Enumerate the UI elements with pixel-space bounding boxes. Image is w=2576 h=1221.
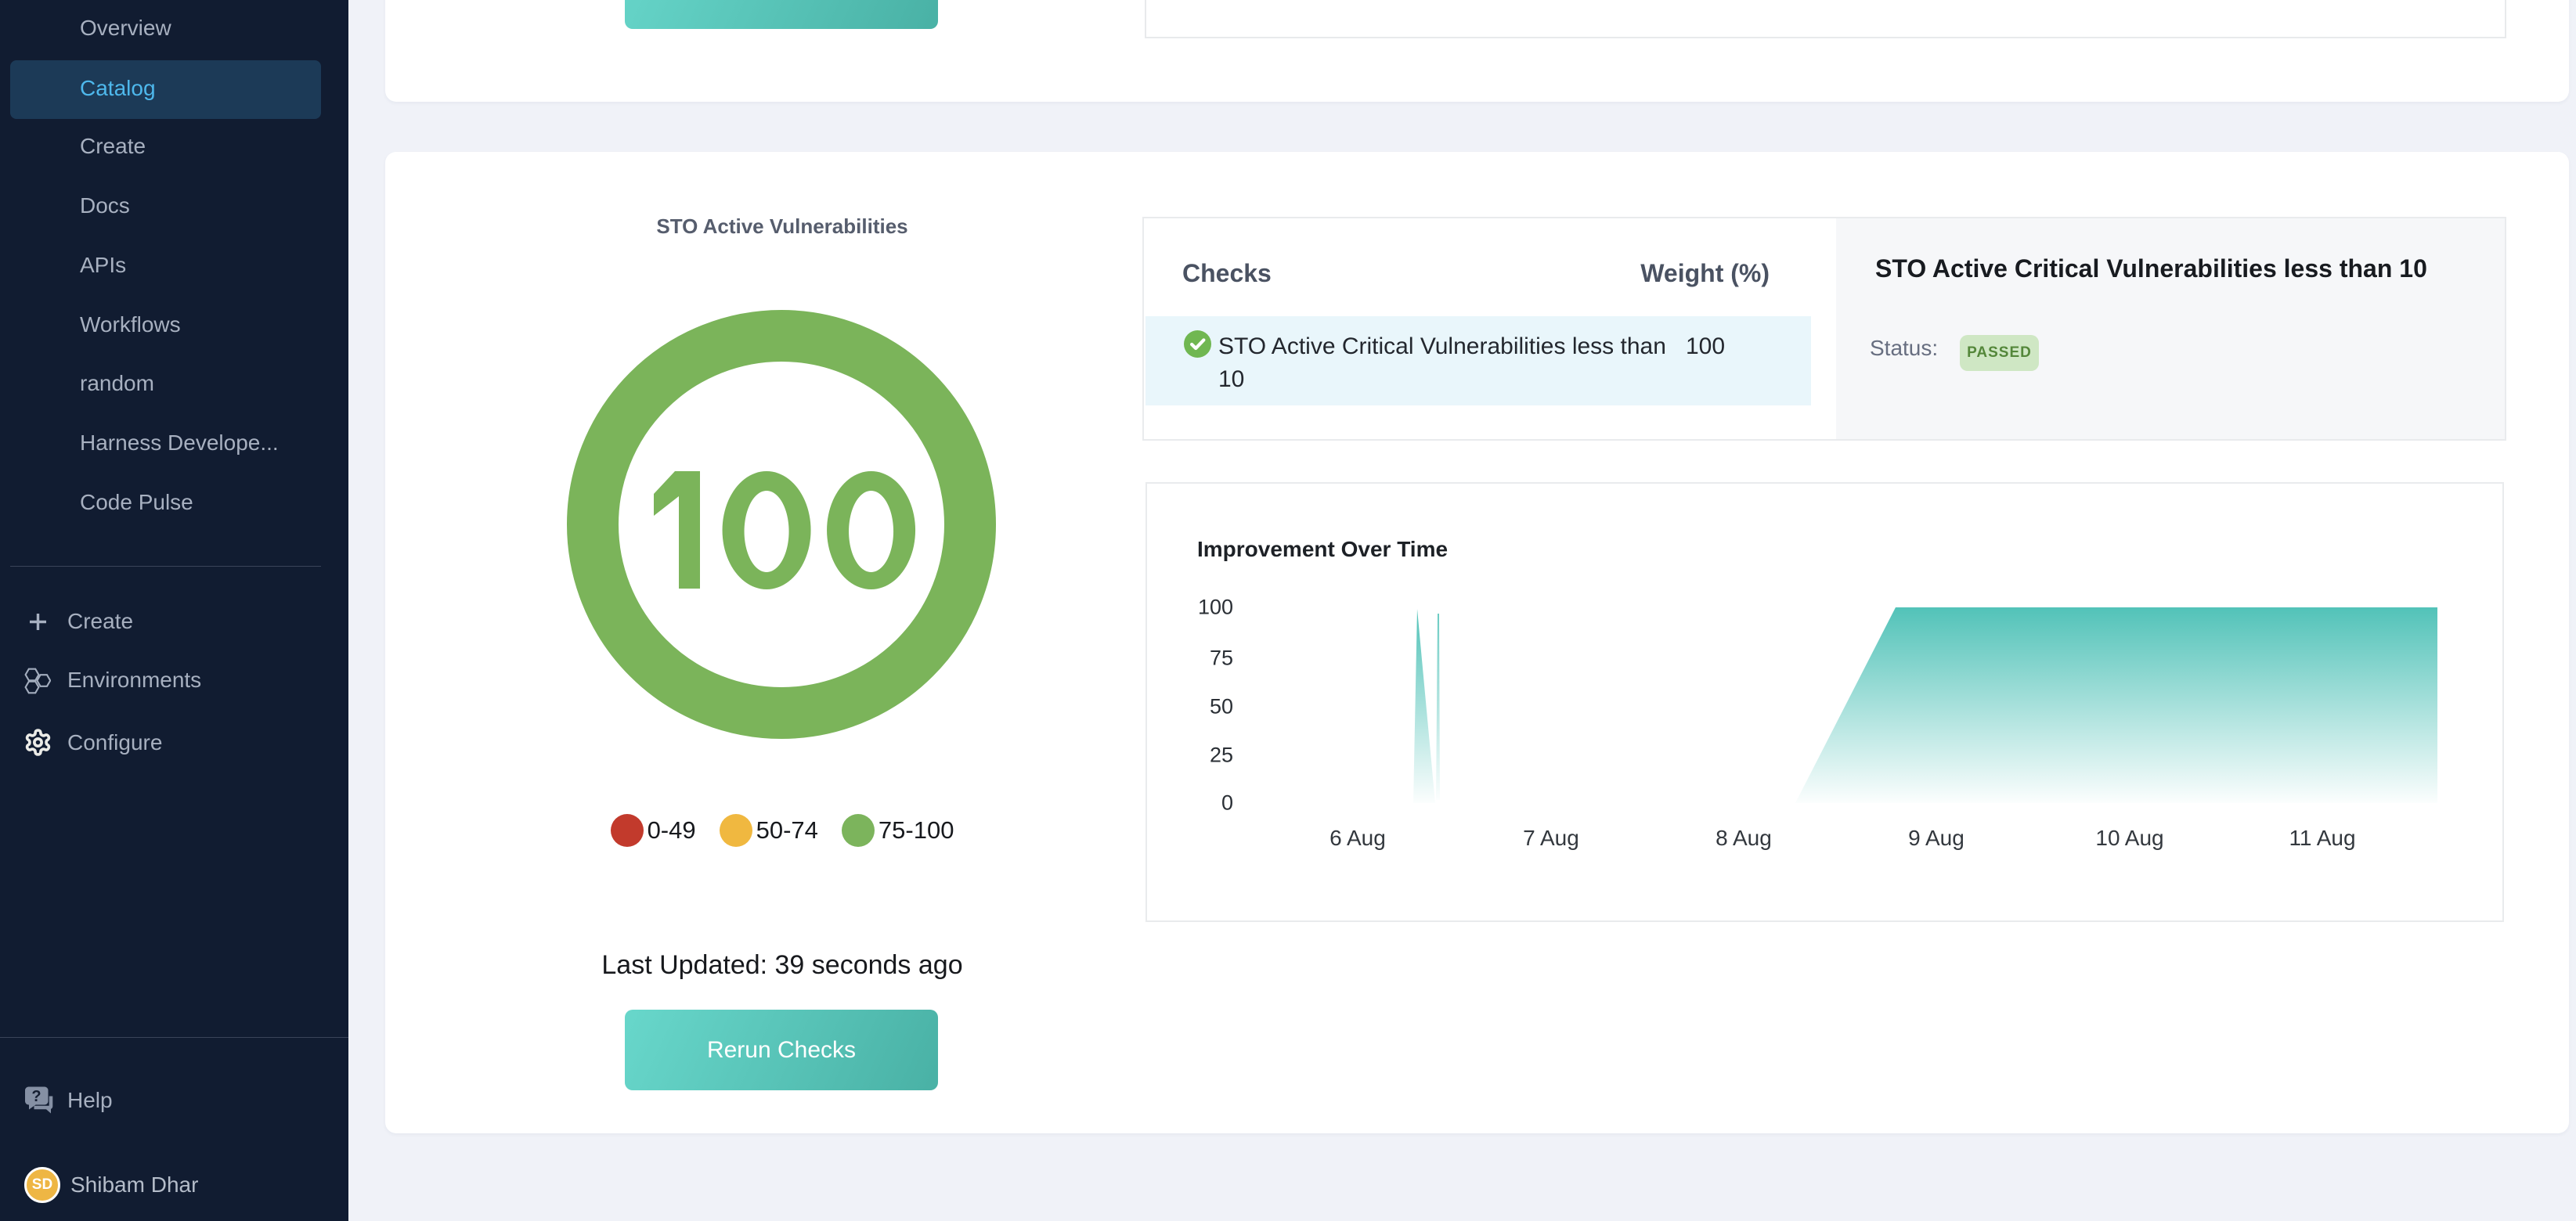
svg-text:?: ? bbox=[31, 1088, 41, 1105]
